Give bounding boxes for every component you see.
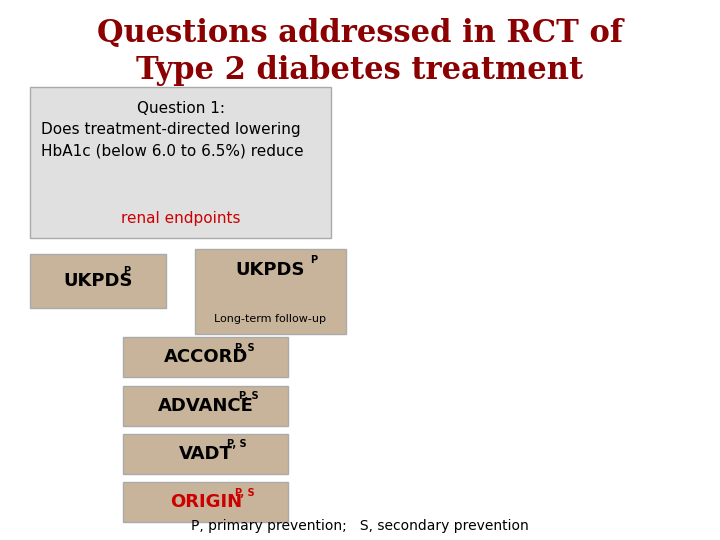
Text: P, S: P, S	[227, 440, 246, 449]
Text: P, S: P, S	[235, 488, 255, 498]
Text: P, primary prevention;   S, secondary prevention: P, primary prevention; S, secondary prev…	[191, 519, 529, 533]
FancyBboxPatch shape	[123, 482, 288, 523]
FancyBboxPatch shape	[123, 337, 288, 377]
Text: Long-term follow-up: Long-term follow-up	[215, 314, 326, 323]
Text: Does treatment-directed lowering
HbA1c (below 6.0 to 6.5%) reduce: Does treatment-directed lowering HbA1c (…	[41, 122, 303, 158]
FancyBboxPatch shape	[123, 434, 288, 474]
Text: P: P	[123, 266, 130, 276]
FancyBboxPatch shape	[195, 248, 346, 334]
Text: ORIGIN: ORIGIN	[170, 494, 242, 511]
FancyBboxPatch shape	[30, 87, 331, 238]
Text: P: P	[310, 255, 317, 265]
Text: UKPDS: UKPDS	[235, 261, 305, 279]
Text: VADT: VADT	[179, 445, 233, 463]
Text: ACCORD: ACCORD	[163, 348, 248, 366]
FancyBboxPatch shape	[123, 386, 288, 426]
Text: Questions addressed in RCT of
Type 2 diabetes treatment: Questions addressed in RCT of Type 2 dia…	[97, 17, 623, 85]
Text: Question 1:: Question 1:	[137, 101, 225, 116]
Text: UKPDS: UKPDS	[63, 272, 133, 290]
FancyBboxPatch shape	[30, 254, 166, 308]
Text: renal endpoints: renal endpoints	[121, 211, 240, 226]
Text: ADVANCE: ADVANCE	[158, 397, 253, 415]
Text: P, S: P, S	[239, 391, 259, 401]
Text: P, S: P, S	[235, 342, 255, 353]
